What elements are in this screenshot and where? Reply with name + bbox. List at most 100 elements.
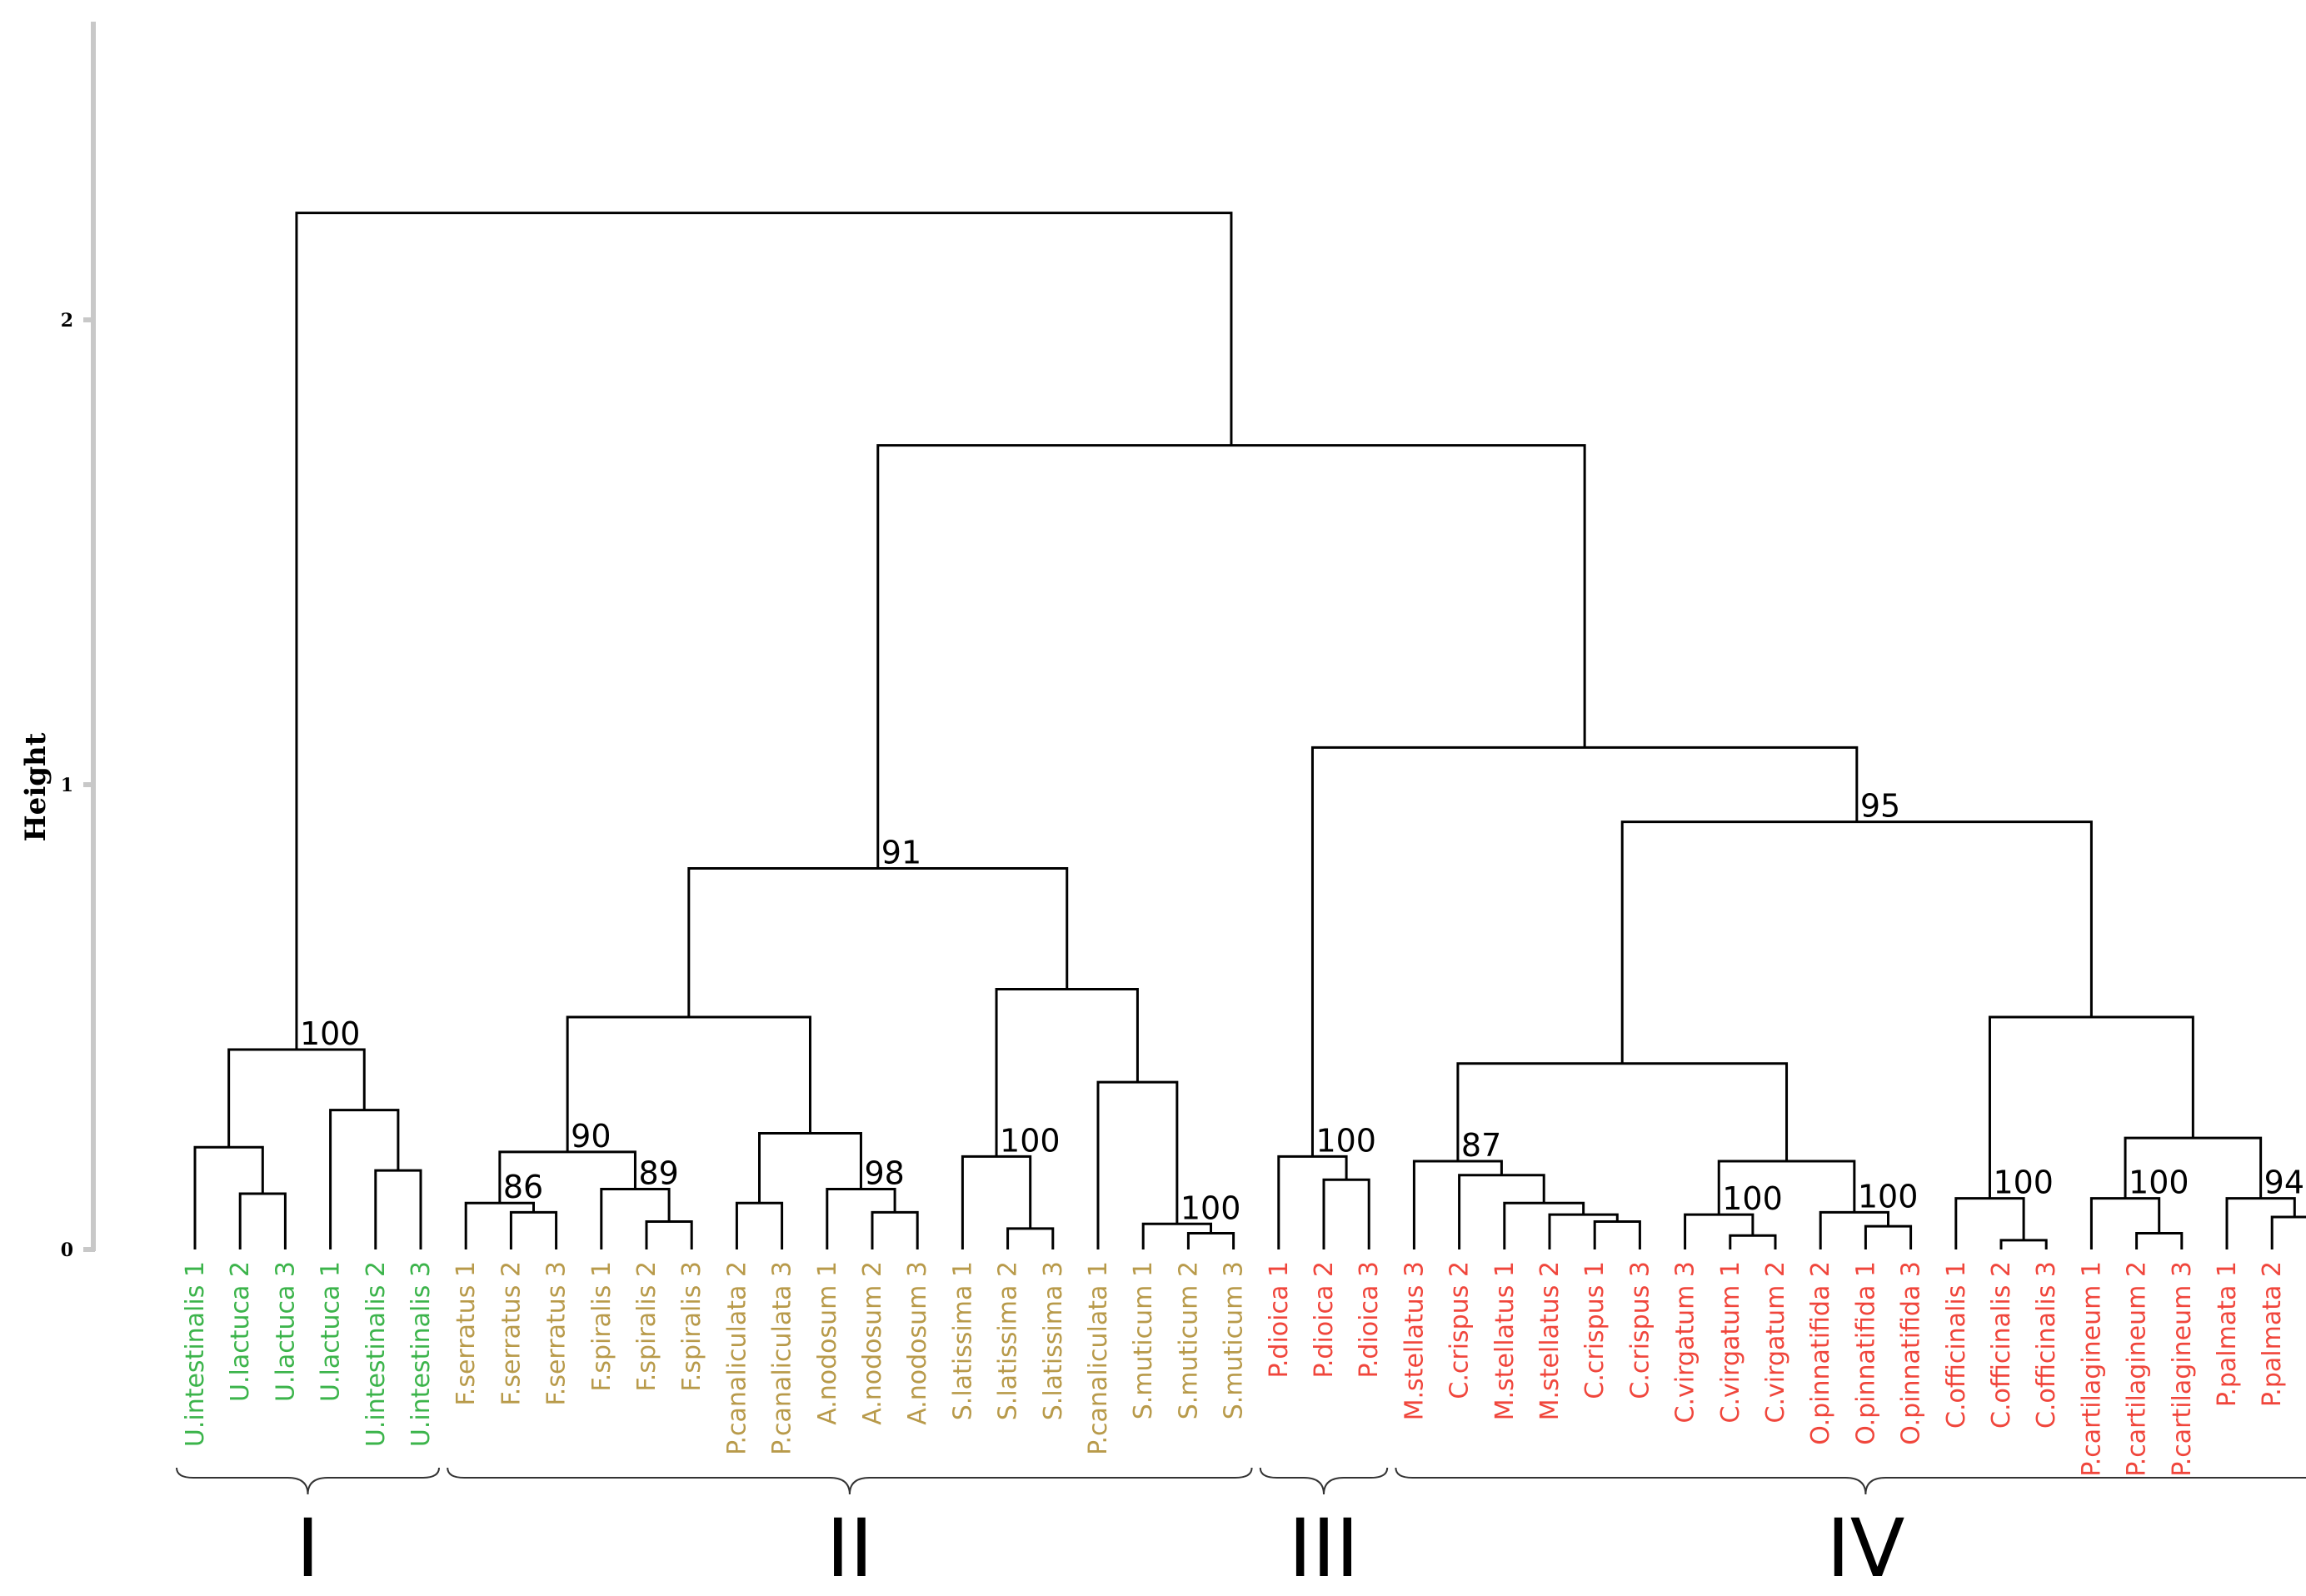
leaf-label: P.canaliculata 3: [768, 1261, 797, 1455]
group-label: II: [826, 1502, 874, 1595]
branch-b12: [961, 1155, 1032, 1249]
leaf-labels: U.intestinalis 1 U.lactuca 2 U.lactuca 3 U.…: [181, 1261, 2306, 1477]
group-brace: [447, 1467, 1253, 1495]
branch-d3: [1503, 1201, 1585, 1249]
bootstrap-value: 94: [2264, 1165, 2304, 1201]
leaf-label: P.palmata 1: [2213, 1261, 2242, 1407]
branch-b8: [826, 1187, 896, 1249]
leaf-label: P.dioica 2: [1310, 1261, 1339, 1379]
leaf-label: A.nodosum 3: [903, 1261, 932, 1425]
leaf-label: M.stellatus 3: [1400, 1261, 1429, 1420]
branch-b4: [600, 1187, 671, 1249]
leaf-label: F.spiralis 1: [587, 1261, 616, 1392]
branch-d12: [1999, 1239, 2048, 1249]
group-label: IV: [1826, 1502, 1904, 1595]
leaf-label: S.muticum 1: [1129, 1261, 1158, 1419]
branch-d9: [1819, 1210, 1889, 1249]
group-label: III: [1289, 1502, 1360, 1595]
branch-d7: [1684, 1213, 1754, 1249]
branch-d20: [1620, 820, 2093, 1064]
branch-b17: [687, 866, 1069, 1017]
leaf-label: C.crispus 2: [1445, 1261, 1475, 1399]
branch-a2: [193, 1145, 264, 1249]
bootstrap-value: 86: [503, 1169, 543, 1205]
branch-root: [295, 212, 1233, 1050]
bootstrap-value: 100: [1993, 1165, 2054, 1201]
leaf-label: C.officinalis 2: [1987, 1261, 2016, 1429]
y-tick-label: 1: [61, 775, 73, 796]
bootstrap-value: 98: [864, 1155, 904, 1191]
leaf-label: U.lactuca 3: [271, 1261, 300, 1402]
branch-d8: [1864, 1224, 1913, 1249]
group-brackets: I II III IV: [176, 1467, 2306, 1595]
bootstrap-value: 89: [638, 1155, 678, 1191]
bootstrap-value: 100: [1722, 1180, 1783, 1217]
group-label: I: [296, 1502, 319, 1595]
leaf-label: U.intestinalis 3: [407, 1261, 436, 1447]
branch-d13: [1954, 1197, 2025, 1249]
branch-b3: [645, 1220, 693, 1249]
branch-d11: [1456, 1062, 1789, 1161]
bootstrap-value: 90: [571, 1118, 611, 1155]
leaf-label: C.virgatum 1: [1716, 1261, 1745, 1423]
branch-b6: [735, 1201, 784, 1249]
branch-d16: [2270, 1215, 2306, 1249]
leaf-label: S.muticum 2: [1174, 1261, 1203, 1419]
bootstrap-value: 95: [1860, 788, 1900, 825]
leaf-label: P.canaliculata 2: [722, 1261, 751, 1455]
branch-c2: [1277, 1155, 1348, 1249]
leaf-label: A.nodosum 2: [858, 1261, 887, 1425]
leaf-label: F.serratus 2: [497, 1261, 526, 1406]
leaf-label: P.palmata 3: [2303, 1261, 2306, 1407]
bootstrap-value: 100: [1315, 1122, 1376, 1159]
leaf-label: O.pinnatifida 3: [1897, 1261, 1926, 1445]
leaf-label: O.pinnatifida 2: [1806, 1261, 1835, 1445]
branch-a1: [238, 1192, 287, 1249]
leaf-label: F.spiralis 3: [677, 1261, 706, 1392]
group-brace: [1259, 1467, 1389, 1495]
leaf-label: S.muticum 3: [1220, 1261, 1249, 1419]
leaf-label: S.latissima 1: [948, 1261, 977, 1420]
leaf-label: P.cartilagineum 3: [2168, 1261, 2197, 1477]
branch-d17: [2225, 1197, 2296, 1249]
leaf-label: S.latissima 3: [1039, 1261, 1068, 1420]
branch-d14: [2135, 1231, 2184, 1249]
branch-e2: [876, 444, 1586, 869]
leaf-label: P.dioica 1: [1265, 1261, 1294, 1379]
leaf-label: F.serratus 3: [542, 1261, 572, 1406]
y-tick-label: 2: [61, 310, 73, 332]
y-axis-title: Height: [19, 732, 52, 841]
leaf-label: M.stellatus 1: [1490, 1261, 1520, 1420]
branch-b1: [509, 1210, 558, 1249]
leaf-label: U.intestinalis 1: [181, 1261, 210, 1447]
leaf-label: C.virgatum 3: [1671, 1261, 1700, 1423]
leaf-label: P.canaliculata 1: [1084, 1261, 1113, 1455]
branch-c1: [1322, 1178, 1370, 1249]
leaf-label: A.nodosum 1: [813, 1261, 842, 1425]
bootstrap-value: 91: [881, 834, 921, 870]
group-brace: [176, 1467, 440, 1495]
bootstrap-value: 100: [300, 1015, 361, 1052]
bootstrap-value: 100: [2129, 1165, 2189, 1201]
leaf-label: P.cartilagineum 1: [2077, 1261, 2106, 1477]
leaf-label: P.cartilagineum 2: [2123, 1261, 2152, 1477]
group-brace: [1395, 1467, 2306, 1495]
branch-b9: [758, 1132, 862, 1204]
branch-d15: [2089, 1197, 2161, 1249]
leaf-label: P.dioica 3: [1355, 1261, 1384, 1379]
leaf-label: C.virgatum 2: [1761, 1261, 1790, 1423]
branch-d2: [1548, 1213, 1619, 1249]
branch-d1: [1593, 1220, 1641, 1249]
leaf-label: F.serratus 1: [452, 1261, 481, 1406]
branch-b14: [1141, 1222, 1212, 1249]
leaf-label: C.officinalis 3: [2032, 1261, 2061, 1429]
branch-d4: [1458, 1174, 1545, 1249]
branch-a5: [227, 1048, 366, 1148]
branch-b7: [871, 1210, 919, 1249]
bootstrap-value: 100: [1858, 1178, 1919, 1214]
branch-a3: [374, 1169, 422, 1249]
bootstrap-values: 100 86 89 90 98 100 100 91 100 87 100 100 100 100 94 95: [300, 788, 2304, 1227]
bootstrap-value: 87: [1461, 1127, 1501, 1164]
bootstrap-value: 100: [1180, 1190, 1241, 1226]
